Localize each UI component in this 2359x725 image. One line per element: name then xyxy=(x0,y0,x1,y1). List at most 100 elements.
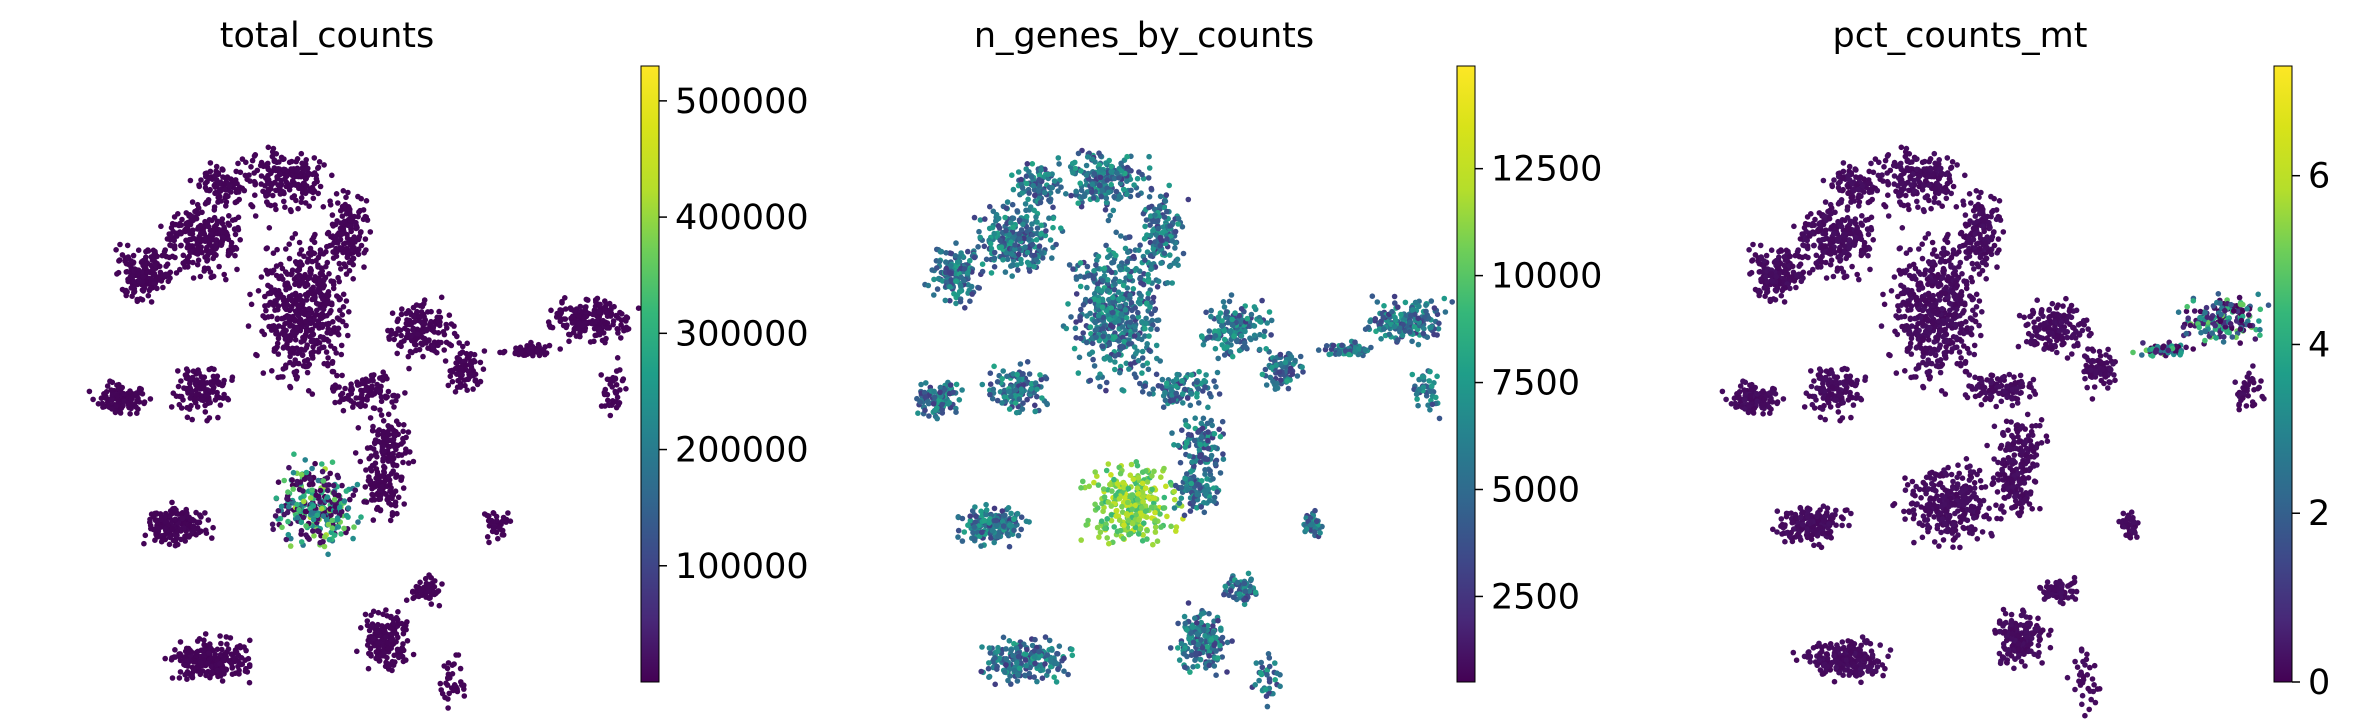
cell-point xyxy=(224,641,230,647)
cell-point xyxy=(342,385,348,392)
cell-point xyxy=(451,661,457,667)
cell-point xyxy=(1055,155,1062,161)
cell-point xyxy=(457,665,464,672)
cell-point xyxy=(318,505,325,512)
cell-point xyxy=(1132,305,1138,311)
cell-point xyxy=(581,315,587,322)
cell-point xyxy=(369,384,375,391)
cell-point xyxy=(284,509,291,516)
cell-point xyxy=(274,159,280,166)
cell-point xyxy=(398,452,405,458)
cell-point xyxy=(170,537,177,544)
cell-point xyxy=(1134,175,1141,182)
cell-point xyxy=(446,341,453,348)
cell-point xyxy=(203,392,210,398)
cell-point xyxy=(312,231,318,238)
cell-point xyxy=(329,358,336,365)
cell-point xyxy=(324,243,330,250)
cell-point xyxy=(284,495,290,502)
cell-point xyxy=(582,306,588,313)
cell-point xyxy=(922,394,929,400)
cell-point xyxy=(991,255,998,261)
cell-point xyxy=(453,652,459,658)
cell-point xyxy=(381,448,388,454)
cell-point xyxy=(619,311,625,317)
cell-point xyxy=(298,471,305,478)
cell-point xyxy=(393,462,400,469)
cell-point xyxy=(1124,191,1130,197)
cell-point xyxy=(354,224,360,231)
cell-point xyxy=(332,399,338,406)
cell-point xyxy=(175,383,182,390)
cell-point xyxy=(374,506,380,512)
cell-point xyxy=(117,410,124,416)
cell-point xyxy=(221,377,227,384)
cell-point xyxy=(434,349,440,356)
cell-point xyxy=(302,508,309,515)
cell-point xyxy=(180,252,187,259)
cell-point xyxy=(1112,281,1118,288)
cell-point xyxy=(1090,195,1097,201)
cell-point xyxy=(315,477,322,484)
cell-point xyxy=(953,409,959,416)
cell-point xyxy=(232,231,239,238)
cell-point xyxy=(1153,342,1160,349)
cell-point xyxy=(249,157,256,164)
cell-point xyxy=(297,479,304,485)
cell-point xyxy=(375,491,381,498)
cell-point xyxy=(320,538,326,545)
cell-point xyxy=(380,418,387,424)
cell-point xyxy=(946,399,953,406)
cell-point xyxy=(392,502,399,509)
cell-point xyxy=(161,536,167,542)
cell-point xyxy=(184,255,191,261)
cell-point xyxy=(178,536,184,543)
cell-point xyxy=(127,389,133,395)
cell-point xyxy=(1058,225,1064,231)
cell-point xyxy=(121,398,127,405)
cell-point xyxy=(187,177,194,184)
cell-point xyxy=(477,378,484,385)
cell-point xyxy=(324,494,331,501)
cell-point xyxy=(917,399,923,405)
cell-point xyxy=(172,647,178,653)
cell-point xyxy=(388,502,395,508)
cell-point xyxy=(1096,150,1102,156)
cell-point xyxy=(455,377,461,384)
cell-point xyxy=(176,222,182,229)
cell-point xyxy=(273,206,279,213)
cell-point xyxy=(218,640,224,647)
cell-point xyxy=(1145,271,1151,278)
cell-point xyxy=(196,636,203,642)
cell-point xyxy=(289,477,295,483)
cell-point xyxy=(347,496,353,503)
cell-point xyxy=(298,339,305,345)
cell-point xyxy=(209,389,216,395)
cell-point xyxy=(1089,156,1096,162)
cell-point xyxy=(1099,304,1106,311)
cell-point xyxy=(294,501,300,508)
cell-point xyxy=(169,499,175,506)
cell-point xyxy=(543,350,550,356)
cell-point xyxy=(1108,168,1114,175)
cell-point xyxy=(1157,203,1163,209)
cell-point xyxy=(206,223,212,230)
cell-point xyxy=(1047,237,1054,243)
cell-point xyxy=(195,224,202,230)
cell-point xyxy=(208,274,215,281)
cell-point xyxy=(339,372,345,379)
cell-point xyxy=(329,301,335,308)
cell-point xyxy=(299,352,306,359)
cell-point xyxy=(340,188,347,194)
cell-point xyxy=(270,145,277,152)
cell-point xyxy=(372,437,379,443)
cell-point xyxy=(292,357,299,363)
cell-point xyxy=(335,200,341,206)
cell-point xyxy=(309,465,315,472)
cell-point xyxy=(285,518,291,525)
cell-point xyxy=(355,425,362,431)
cell-point xyxy=(225,236,232,243)
cell-point xyxy=(284,341,290,347)
cell-point xyxy=(557,311,563,318)
